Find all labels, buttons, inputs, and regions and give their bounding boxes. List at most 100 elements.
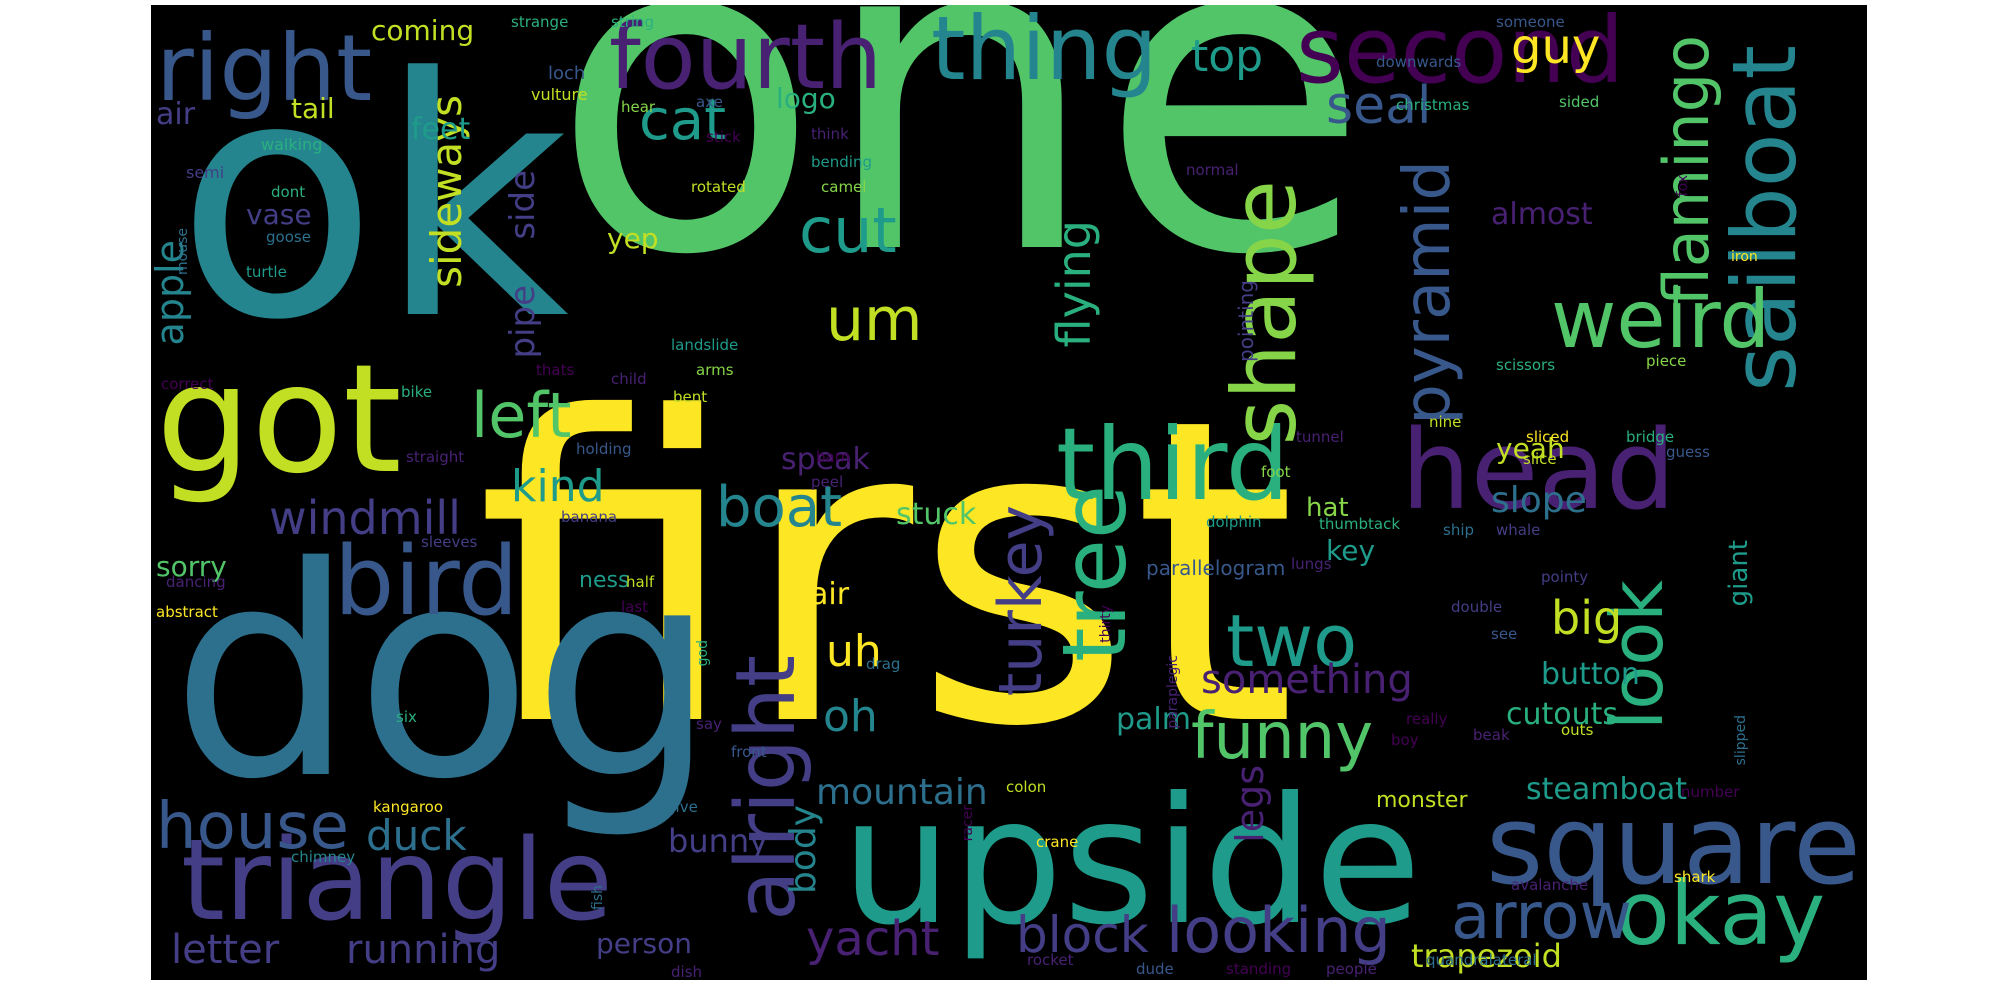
word-yeah: yeah	[1496, 432, 1565, 465]
word-double: double	[1451, 598, 1503, 616]
word-arrow: arrow	[1451, 880, 1632, 954]
word-dont: dont	[271, 183, 306, 201]
word-palm: palm	[1116, 702, 1191, 737]
word-one: one	[551, 5, 1370, 351]
word-stick: stick	[706, 128, 741, 146]
word-turkey: turkey	[986, 505, 1056, 697]
word-second: second	[1296, 5, 1625, 104]
word-outs: outs	[1561, 721, 1594, 739]
word-third: third	[1056, 406, 1290, 523]
word-got: got	[156, 333, 402, 507]
word-seal: seal	[1326, 76, 1432, 136]
word-pipe: pipe	[503, 285, 543, 359]
word-correct: correct	[161, 375, 214, 393]
word-kind: kind	[511, 461, 605, 512]
word-say: say	[696, 715, 722, 733]
word-cutouts: cutouts	[1506, 697, 1619, 732]
word-thumbtack: thumbtack	[1319, 515, 1401, 533]
word-speak: speak	[781, 442, 870, 477]
word-trapezoid: trapezoid	[1411, 937, 1562, 975]
word-whale: whale	[1496, 521, 1541, 539]
word-pyramid: pyramid	[1391, 160, 1465, 425]
word-house: house	[156, 790, 349, 864]
word-guy: guy	[1511, 19, 1601, 75]
word-quandralateral: quandralateral	[1426, 951, 1537, 969]
word-thirty: thirty	[1098, 605, 1114, 643]
word-bridge: bridge	[1626, 428, 1675, 446]
word-strange: strange	[511, 13, 569, 31]
word-letter: letter	[171, 927, 280, 973]
word-number: number	[1681, 783, 1740, 801]
word-standing: standing	[1226, 960, 1292, 978]
word-side: side	[503, 170, 543, 240]
word-person: person	[596, 927, 692, 960]
word-hat: hat	[1306, 493, 1349, 523]
word-give: give	[666, 798, 698, 816]
word-tree: tree	[1043, 485, 1146, 663]
word-vulture: vulture	[531, 85, 588, 104]
word-abstract: abstract	[156, 603, 218, 621]
word-rocket: rocket	[1027, 951, 1074, 969]
word-think: think	[811, 125, 849, 143]
word-peel: peel	[811, 473, 844, 491]
word-oh: oh	[823, 691, 878, 742]
word-child: child	[611, 370, 647, 388]
word-hear: hear	[621, 98, 656, 116]
word-boat: boat	[716, 475, 843, 540]
word-axe: axe	[696, 93, 723, 111]
word-sleeves: sleeves	[421, 533, 478, 551]
word-bent: bent	[673, 388, 708, 406]
word-straight: straight	[406, 448, 465, 466]
word-bird: bird	[334, 527, 519, 637]
word-avalanche: avalanche	[1511, 876, 1589, 894]
word-mountain: mountain	[816, 772, 988, 813]
word-landslide: landslide	[671, 336, 739, 354]
word-shark: shark	[1674, 868, 1716, 886]
word-head: head	[1401, 406, 1676, 534]
word-dolphin: dolphin	[1206, 513, 1262, 531]
word-funny: funny	[1191, 700, 1374, 774]
word-coming: coming	[371, 14, 475, 47]
word-turtle: turtle	[246, 263, 287, 281]
word-barn: barn	[816, 448, 851, 466]
word-vase: vase	[246, 198, 312, 231]
word-okay: okay	[1616, 862, 1826, 965]
word-six: six	[396, 708, 417, 726]
word-something: something	[1201, 657, 1413, 703]
word-slice: slice	[1523, 450, 1557, 468]
word-fish: fish	[590, 885, 606, 910]
word-god: god	[695, 640, 711, 667]
word-sliced: sliced	[1526, 428, 1570, 446]
word-colon: colon	[1006, 778, 1047, 796]
word-bunny: bunny	[668, 822, 769, 860]
word-air: air	[156, 97, 196, 132]
word-feet: feet	[411, 112, 471, 147]
word-body: body	[783, 805, 824, 895]
word-running: running	[346, 927, 501, 973]
word-loch: loch	[548, 63, 586, 84]
word-sorry: sorry	[156, 550, 227, 583]
word-left: left	[471, 379, 572, 452]
word-flying: flying	[1047, 220, 1101, 348]
word-parallelogram: parallelogram	[1146, 556, 1286, 580]
word-string: string	[611, 13, 655, 31]
word-beak: beak	[1473, 726, 1510, 744]
word-dude: dude	[1136, 960, 1174, 978]
word-really: really	[1406, 710, 1448, 728]
word-pointy: pointy	[1541, 568, 1589, 586]
word-upside: upside	[841, 761, 1422, 964]
word-pair: pair	[791, 577, 850, 612]
word-two: two	[1226, 599, 1358, 683]
word-uh: uh	[826, 626, 882, 677]
word-um: um	[826, 285, 923, 355]
word-iron: iron	[1731, 249, 1758, 265]
word-legs: legs	[1228, 765, 1272, 843]
word-looking: looking	[1166, 894, 1391, 967]
word-ship: ship	[1443, 521, 1475, 539]
word-cloud: one first ok dog got upside triangle sec…	[151, 5, 1867, 980]
word-dish: dish	[671, 963, 703, 980]
word-top: top	[1191, 31, 1264, 82]
word-racer: racer	[960, 805, 976, 842]
word-block: block	[1016, 906, 1149, 964]
word-triangle: triangle	[181, 816, 613, 946]
